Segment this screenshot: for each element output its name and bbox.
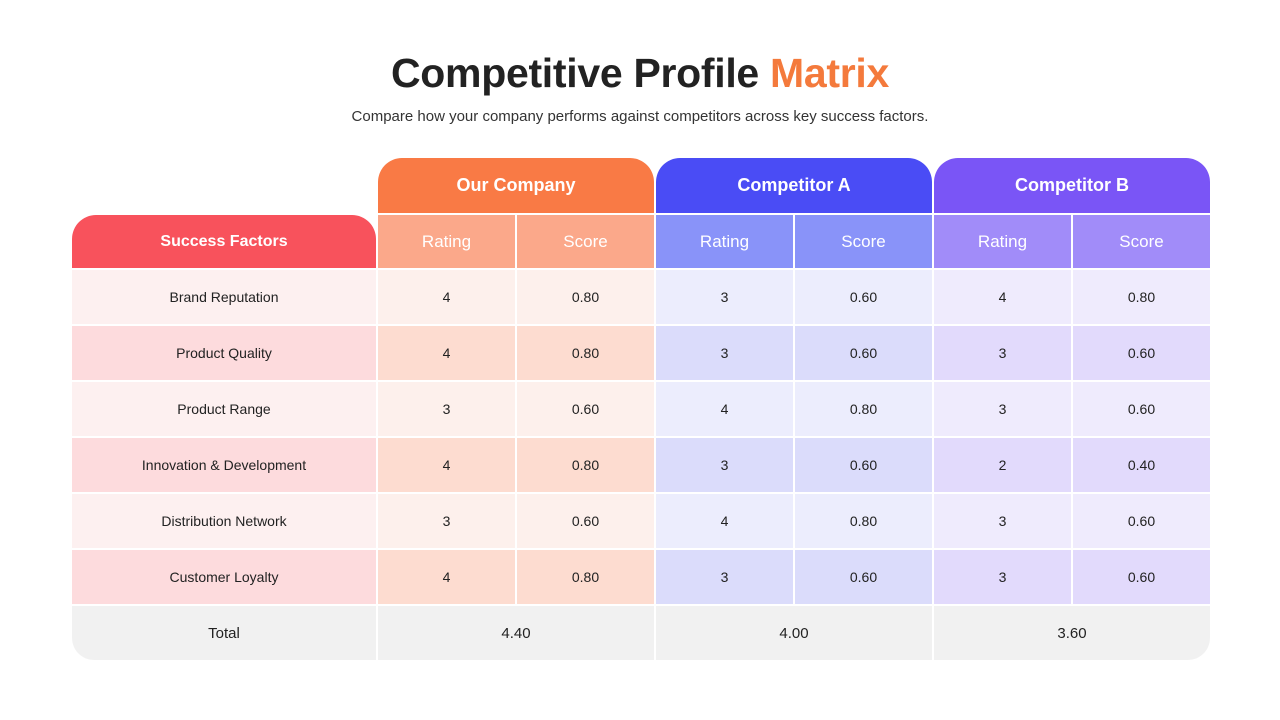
score-cell: 0.60: [1073, 550, 1210, 604]
rating-header-1: Rating: [656, 215, 793, 268]
company-header-2: Competitor B: [934, 158, 1210, 213]
rating-cell: 3: [934, 326, 1071, 380]
score-cell: 0.80: [517, 270, 654, 324]
total-value-1: 4.00: [656, 606, 932, 660]
score-cell: 0.60: [1073, 494, 1210, 548]
score-cell: 0.60: [1073, 382, 1210, 436]
rating-cell: 3: [656, 326, 793, 380]
score-cell: 0.80: [517, 438, 654, 492]
score-cell: 0.80: [795, 382, 932, 436]
rating-cell: 4: [378, 550, 515, 604]
rating-header-0: Rating: [378, 215, 515, 268]
company-header-1: Competitor A: [656, 158, 932, 213]
score-header-1: Score: [795, 215, 932, 268]
score-cell: 0.60: [795, 270, 932, 324]
factor-cell: Innovation & Development: [72, 438, 376, 492]
rating-cell: 2: [934, 438, 1071, 492]
factor-cell: Brand Reputation: [72, 270, 376, 324]
rating-cell: 4: [378, 270, 515, 324]
page-subtitle: Compare how your company performs agains…: [351, 108, 929, 125]
title-accent: Matrix: [770, 50, 889, 96]
score-cell: 0.60: [1073, 326, 1210, 380]
score-cell: 0.60: [795, 326, 932, 380]
total-value-2: 3.60: [934, 606, 1210, 660]
score-cell: 0.80: [795, 494, 932, 548]
score-cell: 0.60: [795, 550, 932, 604]
score-header-0: Score: [517, 215, 654, 268]
score-cell: 0.60: [795, 438, 932, 492]
factor-cell: Customer Loyalty: [72, 550, 376, 604]
score-cell: 0.60: [517, 382, 654, 436]
score-cell: 0.40: [1073, 438, 1210, 492]
rating-cell: 4: [934, 270, 1071, 324]
factor-cell: Product Range: [72, 382, 376, 436]
rating-cell: 4: [378, 326, 515, 380]
rating-cell: 4: [378, 438, 515, 492]
score-cell: 0.60: [517, 494, 654, 548]
rating-cell: 3: [934, 550, 1071, 604]
score-cell: 0.80: [1073, 270, 1210, 324]
rating-cell: 3: [934, 494, 1071, 548]
score-header-2: Score: [1073, 215, 1210, 268]
company-header-0: Our Company: [378, 158, 654, 213]
rating-cell: 3: [378, 382, 515, 436]
rating-cell: 3: [656, 438, 793, 492]
score-cell: 0.80: [517, 326, 654, 380]
rating-cell: 4: [656, 382, 793, 436]
success-factors-header: Success Factors: [72, 215, 376, 268]
factor-cell: Distribution Network: [72, 494, 376, 548]
title-main: Competitive Profile: [391, 50, 759, 96]
rating-cell: 3: [378, 494, 515, 548]
rating-cell: 4: [656, 494, 793, 548]
total-label: Total: [72, 606, 376, 660]
rating-cell: 3: [934, 382, 1071, 436]
score-cell: 0.80: [517, 550, 654, 604]
total-value-0: 4.40: [378, 606, 654, 660]
rating-cell: 3: [656, 550, 793, 604]
page-title: Competitive Profile Matrix: [0, 50, 1280, 97]
rating-header-2: Rating: [934, 215, 1071, 268]
rating-cell: 3: [656, 270, 793, 324]
factor-cell: Product Quality: [72, 326, 376, 380]
